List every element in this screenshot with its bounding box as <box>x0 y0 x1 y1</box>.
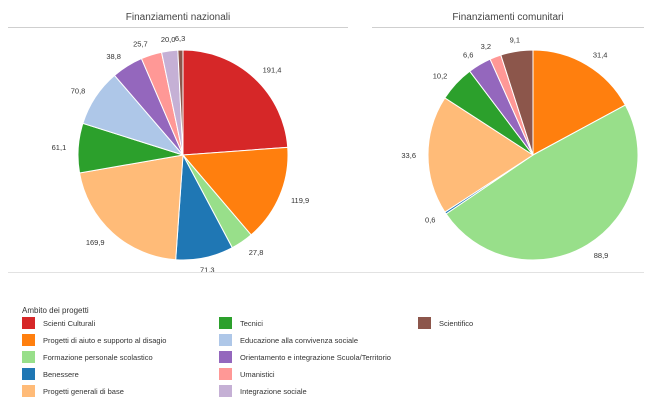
pie-slice[interactable] <box>445 104 639 261</box>
chart-title-national: Finanziamenti nazionali <box>125 12 231 23</box>
title-rule-community <box>372 27 644 28</box>
pie-slice[interactable] <box>181 146 289 236</box>
chart-title-community: Finanziamenti comunitari <box>452 12 564 23</box>
legend-item-scientifico[interactable]: Scientifico <box>418 316 473 330</box>
data-label: 6,6 <box>463 50 473 59</box>
legend-item-orientamento[interactable]: Orientamento e integrazione Scuola/Terri… <box>219 350 391 364</box>
legend-swatch <box>219 385 232 397</box>
legend-label: Orientamento e integrazione Scuola/Terri… <box>240 352 391 362</box>
data-label: 20,0 <box>161 35 176 44</box>
data-label: 38,8 <box>106 52 121 61</box>
legend-swatch <box>219 317 232 329</box>
pie-slice[interactable] <box>500 49 534 156</box>
legend-item-educazione[interactable]: Educazione alla convivenza sociale <box>219 333 358 347</box>
legend-title: Ambito dei progetti <box>22 306 89 315</box>
data-label: 71,3 <box>200 265 215 272</box>
legend-label: Integrazione sociale <box>240 386 307 396</box>
legend-item-integrazione[interactable]: Integrazione sociale <box>219 384 307 398</box>
data-label: 169,9 <box>86 238 105 247</box>
data-label: 10,2 <box>433 71 448 80</box>
data-label: 27,8 <box>249 248 264 257</box>
data-label: 31,4 <box>593 50 608 59</box>
legend-swatch <box>418 317 431 329</box>
data-label: 88,9 <box>594 251 609 260</box>
pie-slice[interactable] <box>427 97 534 213</box>
pie-slice[interactable] <box>177 49 184 156</box>
pie-slice[interactable] <box>78 154 184 261</box>
legend-swatch <box>219 368 232 380</box>
legend-swatch <box>22 317 35 329</box>
legend-swatch <box>22 368 35 380</box>
legend-label: Tecnici <box>240 318 263 328</box>
pie-chart-national: 191,4 119,9 27,8 71,3 169,9 61,1 70,8 38,8 25,7 2… <box>52 34 310 272</box>
legend-label: Progetti generali di base <box>43 386 124 396</box>
legend-label: Scientifico <box>439 318 474 328</box>
data-label: 33,6 <box>401 151 416 160</box>
data-label: 6,3 <box>175 34 185 43</box>
legend-swatch <box>219 351 232 363</box>
legend-swatch <box>22 351 35 363</box>
data-label: 191,4 <box>263 65 282 74</box>
legend-label: Scienti Culturali <box>43 318 96 328</box>
data-label: 3,2 <box>481 42 491 51</box>
legend-label: Educazione alla convivenza sociale <box>240 335 358 345</box>
legend-swatch <box>219 334 232 346</box>
legend-divider <box>8 272 644 273</box>
legend-item-progetti-generali[interactable]: Progetti generali di base <box>22 384 124 398</box>
legend-label: Formazione personale scolastico <box>43 352 153 362</box>
data-label: 9,1 <box>510 35 520 44</box>
legend-item-progetti-aiuto[interactable]: Progetti di aiuto e supporto al disagio <box>22 333 166 347</box>
data-label: 70,8 <box>71 87 86 96</box>
pie-chart-community: 31,4 88,9 0,6 33,6 10,2 6,6 3,2 9,1 <box>401 35 639 261</box>
legend-swatch <box>22 385 35 397</box>
legend-item-formazione[interactable]: Formazione personale scolastico <box>22 350 153 364</box>
legend-label: Progetti di aiuto e supporto al disagio <box>43 335 167 345</box>
pie-slice[interactable] <box>532 49 627 156</box>
data-label: 119,9 <box>291 196 309 205</box>
legend-label: Umanistici <box>240 369 275 379</box>
data-label: 0,6 <box>425 216 435 225</box>
data-label: 25,7 <box>133 39 148 48</box>
legend-item-benessere[interactable]: Benessere <box>22 367 79 381</box>
legend-label: Benessere <box>43 369 79 379</box>
legend-item-umanistici[interactable]: Umanistici <box>219 367 275 381</box>
legend-item-tecnici[interactable]: Tecnici <box>219 316 263 330</box>
legend-swatch <box>22 334 35 346</box>
legend-item-scienti-culturali[interactable]: Scienti Culturali <box>22 316 95 330</box>
title-rule-national <box>8 27 348 28</box>
data-label: 61,1 <box>52 143 67 152</box>
pie-slice[interactable] <box>182 49 289 156</box>
